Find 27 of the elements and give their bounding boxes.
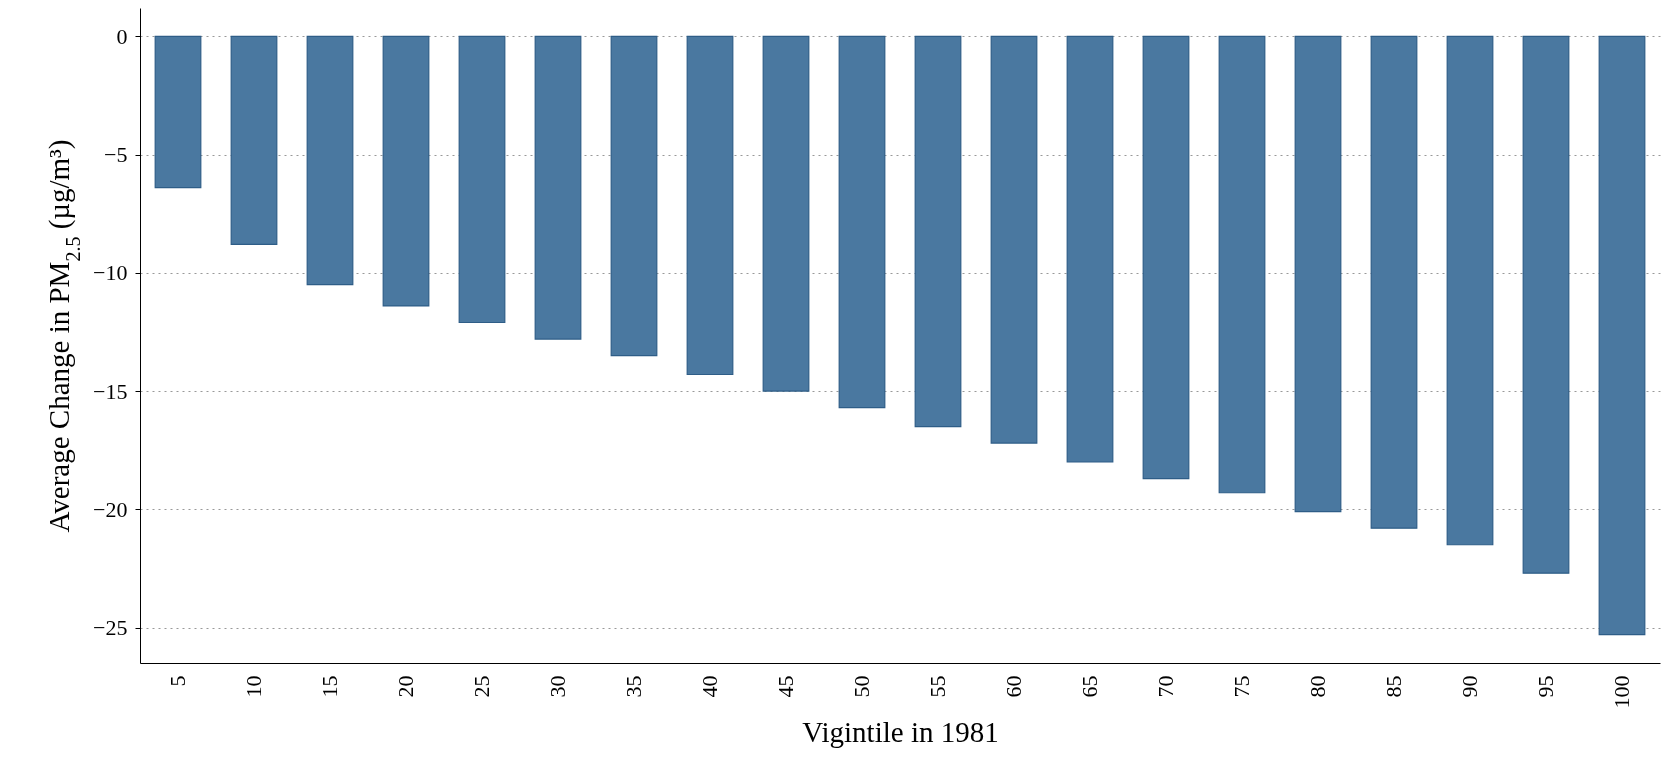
x-tick-label: 10 <box>241 675 266 698</box>
x-tick-label: 55 <box>925 675 950 698</box>
y-tick-label: −25 <box>93 615 128 641</box>
y-tick-label: −20 <box>93 496 128 522</box>
x-axis-title: Vigintile in 1981 <box>802 715 999 748</box>
x-tick-label: 5 <box>165 675 190 687</box>
x-tick-label: 50 <box>849 675 874 698</box>
x-tick-label: 90 <box>1457 675 1482 698</box>
x-tick-label: 15 <box>317 675 342 698</box>
x-tick-label: 70 <box>1153 675 1178 698</box>
x-tick-label: 65 <box>1077 675 1102 698</box>
y-tick-label: 0 <box>116 23 128 49</box>
x-tick-label: 30 <box>545 675 570 698</box>
x-tick-label: 85 <box>1381 675 1406 698</box>
x-tick-label: 40 <box>697 675 722 698</box>
x-tick-label: 95 <box>1533 675 1558 698</box>
y-tick-label: −5 <box>104 142 128 168</box>
x-tick-label: 45 <box>773 675 798 698</box>
x-tick-label: 75 <box>1229 675 1254 698</box>
x-tick-label: 80 <box>1305 675 1330 698</box>
x-tick-label: 60 <box>1001 675 1026 698</box>
x-tick-label: 25 <box>469 675 494 698</box>
x-tick-label: 100 <box>1609 675 1634 709</box>
x-tick-label: 35 <box>621 675 646 698</box>
y-tick-label: −15 <box>93 378 128 404</box>
y-tick-label: −10 <box>93 260 128 286</box>
x-tick-label: 20 <box>393 675 418 698</box>
